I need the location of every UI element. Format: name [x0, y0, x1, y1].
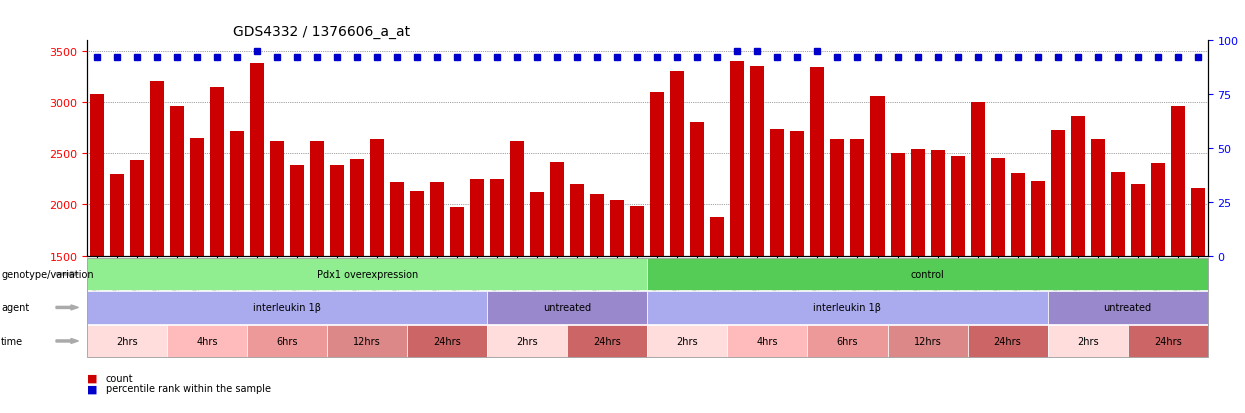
- Bar: [950, 157, 965, 256]
- Bar: [350, 160, 365, 256]
- Bar: [210, 87, 224, 256]
- Text: 6hrs: 6hrs: [837, 336, 858, 346]
- Bar: [230, 131, 244, 256]
- Text: 2hrs: 2hrs: [676, 336, 698, 346]
- Bar: [471, 179, 484, 256]
- Bar: [370, 140, 385, 256]
- Bar: [830, 140, 844, 256]
- Text: untreated: untreated: [1103, 303, 1152, 313]
- Bar: [1170, 107, 1185, 256]
- Bar: [890, 154, 905, 256]
- Bar: [630, 207, 645, 256]
- Bar: [1130, 185, 1144, 256]
- Bar: [491, 179, 504, 256]
- Text: 24hrs: 24hrs: [994, 336, 1021, 346]
- Bar: [1111, 172, 1124, 256]
- Bar: [1051, 130, 1064, 256]
- Bar: [971, 103, 985, 256]
- Text: percentile rank within the sample: percentile rank within the sample: [106, 383, 271, 393]
- Bar: [1031, 181, 1045, 256]
- Bar: [1150, 164, 1164, 256]
- Bar: [1190, 189, 1205, 256]
- Bar: [910, 150, 925, 256]
- Text: untreated: untreated: [543, 303, 591, 313]
- Text: 2hrs: 2hrs: [517, 336, 538, 346]
- Bar: [751, 67, 764, 256]
- Bar: [711, 217, 725, 256]
- Text: 4hrs: 4hrs: [757, 336, 778, 346]
- Bar: [590, 195, 604, 256]
- Text: GDS4332 / 1376606_a_at: GDS4332 / 1376606_a_at: [233, 25, 410, 39]
- Text: time: time: [1, 336, 24, 346]
- Bar: [1071, 117, 1084, 256]
- Bar: [330, 166, 345, 256]
- Bar: [550, 163, 564, 256]
- Bar: [610, 201, 625, 256]
- Text: 2hrs: 2hrs: [116, 336, 138, 346]
- Text: ■: ■: [87, 373, 97, 383]
- Bar: [451, 208, 464, 256]
- Bar: [731, 62, 745, 256]
- Bar: [270, 142, 284, 256]
- Bar: [991, 159, 1005, 256]
- Bar: [791, 131, 804, 256]
- Bar: [691, 123, 705, 256]
- Bar: [131, 161, 144, 256]
- Bar: [650, 93, 665, 256]
- Bar: [530, 192, 544, 256]
- Text: ■: ■: [87, 383, 97, 393]
- Text: 24hrs: 24hrs: [594, 336, 621, 346]
- Text: genotype/variation: genotype/variation: [1, 269, 93, 279]
- Bar: [1011, 173, 1025, 256]
- Text: 24hrs: 24hrs: [1154, 336, 1182, 346]
- Bar: [411, 192, 425, 256]
- Bar: [110, 174, 124, 256]
- Bar: [171, 107, 184, 256]
- Bar: [670, 72, 685, 256]
- Bar: [510, 142, 524, 256]
- Text: Pdx1 overexpression: Pdx1 overexpression: [316, 269, 418, 279]
- Text: agent: agent: [1, 303, 30, 313]
- Bar: [390, 183, 405, 256]
- Text: control: control: [910, 269, 945, 279]
- Bar: [570, 185, 584, 256]
- Text: 12hrs: 12hrs: [354, 336, 381, 346]
- Text: count: count: [106, 373, 133, 383]
- Bar: [190, 138, 204, 256]
- Bar: [850, 140, 864, 256]
- Text: 2hrs: 2hrs: [1077, 336, 1098, 346]
- Text: 24hrs: 24hrs: [433, 336, 461, 346]
- Bar: [90, 95, 105, 256]
- Bar: [870, 97, 884, 256]
- Bar: [431, 183, 444, 256]
- Text: 6hrs: 6hrs: [276, 336, 298, 346]
- Bar: [1091, 140, 1104, 256]
- Bar: [810, 68, 824, 256]
- Bar: [310, 142, 324, 256]
- Bar: [250, 64, 264, 256]
- Bar: [771, 129, 784, 256]
- Text: interleukin 1β: interleukin 1β: [253, 303, 321, 313]
- Text: 4hrs: 4hrs: [197, 336, 218, 346]
- Bar: [290, 166, 304, 256]
- Text: interleukin 1β: interleukin 1β: [813, 303, 881, 313]
- Text: 12hrs: 12hrs: [914, 336, 941, 346]
- Bar: [151, 82, 164, 256]
- Bar: [930, 151, 945, 256]
